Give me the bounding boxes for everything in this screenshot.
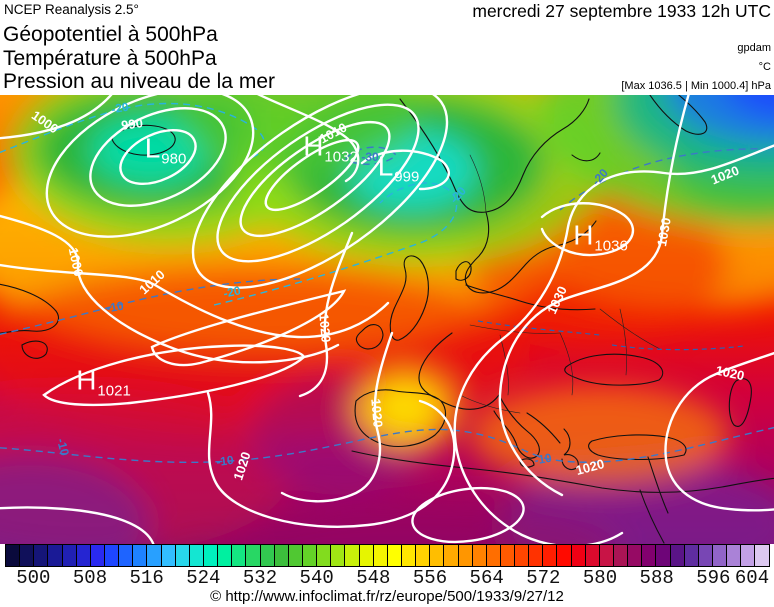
- colorbar-cell: [500, 545, 516, 566]
- colorbar-tick: 532: [242, 567, 278, 589]
- unit-celsius: °C: [758, 61, 771, 73]
- colorbar-cell: [614, 545, 629, 566]
- colorbar-cell: [6, 545, 21, 566]
- colorbar-cell: [34, 545, 49, 566]
- colorbar-cell: [486, 545, 501, 566]
- colorbar-tick: 508: [72, 567, 108, 589]
- colorbar-cell: [656, 545, 671, 566]
- colorbar-cell: [670, 545, 685, 566]
- colorbar-cell: [529, 545, 544, 566]
- colorbar-cell: [713, 545, 728, 566]
- colorbar-tick: 500: [16, 567, 51, 589]
- geopotential-colorbar: [5, 544, 770, 567]
- unit-gpdam: gpdam: [737, 42, 771, 54]
- weather-map-svg: [0, 95, 774, 544]
- colorbar-cell: [387, 545, 402, 566]
- colorbar-cell: [133, 545, 148, 566]
- colorbar-cell: [684, 545, 699, 566]
- colorbar-tick: 604: [734, 567, 770, 589]
- colorbar-cell: [48, 545, 63, 566]
- colorbar-tick: 548: [356, 567, 391, 589]
- colorbar-cell: [218, 545, 233, 566]
- isobars-layer: [0, 95, 774, 544]
- colorbar-cell: [288, 545, 303, 566]
- colorbar-cell: [76, 545, 91, 566]
- title-pressure: Pression au niveau de la mer: [3, 70, 275, 93]
- colorbar-tick: 540: [299, 567, 334, 589]
- colorbar-cell: [359, 545, 374, 566]
- weather-map: L980 H1032 L999 H1036 H1021 990 1000 1010 1020 10…: [0, 95, 774, 544]
- colorbar-cell: [175, 545, 190, 566]
- colorbar-cell: [571, 545, 586, 566]
- colorbar-cell: [599, 545, 615, 566]
- colorbar-cell: [642, 545, 657, 566]
- valid-datetime: mercredi 27 septembre 1933 12h UTC: [472, 1, 771, 21]
- layer-titles: Géopotentiel à 500hPa Température à 500h…: [3, 23, 275, 94]
- colorbar-cell: [104, 545, 120, 566]
- colorbar-cell: [246, 545, 261, 566]
- colorbar-cell: [119, 545, 134, 566]
- colorbar-cell: [373, 545, 388, 566]
- colorbar-cell: [430, 545, 445, 566]
- colorbar-cell: [203, 545, 219, 566]
- geopotential-field: [0, 95, 774, 544]
- colorbar-tick: 588: [639, 567, 674, 589]
- colorbar-tick: 524: [186, 567, 221, 589]
- colorbar-cell: [444, 545, 459, 566]
- colorbar-cell: [401, 545, 417, 566]
- product-label: NCEP Reanalysis 2.5°: [4, 2, 139, 17]
- colorbar-cell: [741, 545, 756, 566]
- colorbar-tick: 572: [526, 567, 561, 589]
- colorbar-tick: 564: [469, 567, 504, 589]
- colorbar-cell: [260, 545, 275, 566]
- colorbar-cell: [543, 545, 558, 566]
- colorbar-cell: [317, 545, 332, 566]
- colorbar-tick-labels: 500 508 516 524 532 540 548 556 564 572 580 588 596 6…: [0, 567, 774, 591]
- colorbar-cell: [585, 545, 600, 566]
- colorbar-cell: [727, 545, 742, 566]
- colorbar-cell: [189, 545, 204, 566]
- colorbar-cell: [302, 545, 318, 566]
- unit-labels: gpdam °C [Max 1036.5 | Min 1000.4] hPa: [621, 39, 771, 96]
- colorbar-cell: [628, 545, 643, 566]
- colorbar-cell: [472, 545, 487, 566]
- colorbar-cell: [90, 545, 105, 566]
- colorbar-cell: [698, 545, 714, 566]
- colorbar-cell: [416, 545, 431, 566]
- colorbar-cell: [458, 545, 473, 566]
- colorbar-cell: [161, 545, 176, 566]
- colorbar-cell: [755, 545, 769, 566]
- colorbar-cell: [515, 545, 530, 566]
- colorbar-tick: 516: [129, 567, 164, 589]
- colorbar-tick: 580: [582, 567, 618, 589]
- colorbar-tick: 556: [412, 567, 448, 589]
- colorbar-tick: 596: [696, 567, 731, 589]
- colorbar-cell: [62, 545, 77, 566]
- title-geopotential: Géopotentiel à 500hPa: [3, 23, 218, 46]
- colorbar-cell: [557, 545, 572, 566]
- title-temperature: Température à 500hPa: [3, 46, 217, 70]
- colorbar-cell: [331, 545, 346, 566]
- colorbar-cell: [345, 545, 360, 566]
- colorbar-cell: [147, 545, 162, 566]
- pressure-minmax: [Max 1036.5 | Min 1000.4] hPa: [621, 80, 771, 92]
- colorbar-cell: [20, 545, 35, 566]
- source-credit-url[interactable]: © http://www.infoclimat.fr/rz/europe/500…: [210, 588, 564, 605]
- colorbar-cell: [232, 545, 247, 566]
- colorbar-cell: [274, 545, 289, 566]
